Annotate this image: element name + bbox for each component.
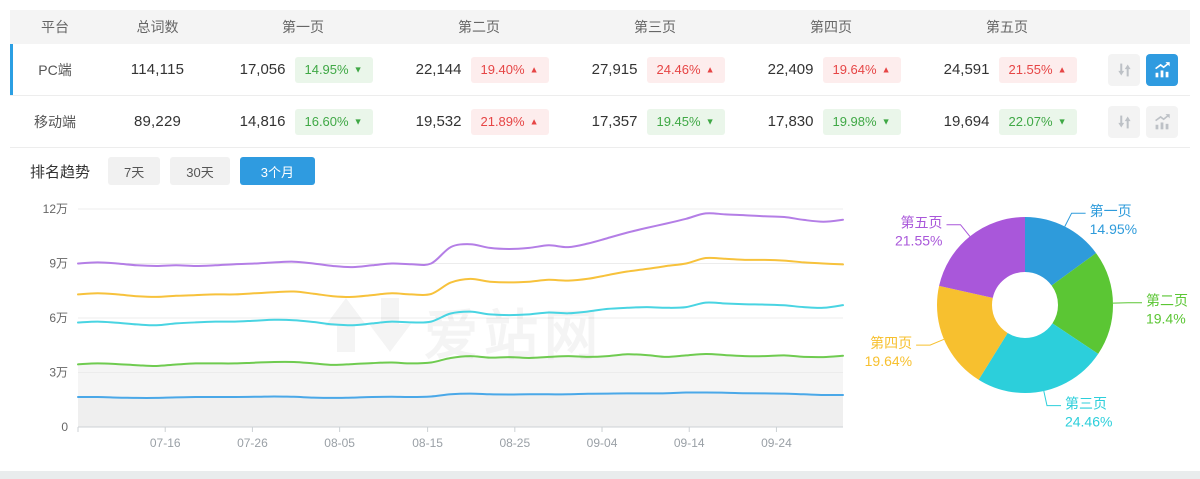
svg-text:07-16: 07-16 (150, 436, 181, 450)
col-header-page-2: 第二页 (458, 19, 500, 35)
sort-button[interactable] (1108, 105, 1140, 138)
page3-count: 17,357 (591, 113, 638, 130)
page1-change-badge: 16.60% ▼ (294, 108, 373, 135)
col-header-page-1: 第一页 (282, 19, 324, 35)
trend-toolbar: 排名趋势 7天 30天 3个月 (0, 148, 1200, 194)
platform-label: PC端 (38, 61, 72, 78)
up-arrow-icon: ▲ (1057, 64, 1067, 75)
page2-count: 19,532 (415, 113, 462, 130)
up-arrow-icon: ▲ (881, 64, 891, 75)
keyword-ranking-panel: 平台 总词数 第一页 第二页 第三页 第四页 第五页 PC端 114,115 1… (0, 10, 1200, 471)
page3-change-badge: 24.46% ▲ (646, 56, 725, 83)
svg-text:12万: 12万 (43, 202, 68, 216)
up-arrow-icon: ▲ (705, 64, 715, 75)
svg-text:24.46%: 24.46% (1065, 414, 1112, 430)
bar-chart-trend-icon (1155, 113, 1170, 129)
svg-text:3万: 3万 (49, 366, 68, 380)
page5-change-badge: 21.55% ▲ (998, 56, 1077, 83)
up-arrow-icon: ▲ (529, 116, 539, 127)
tab-30-days[interactable]: 30天 (170, 157, 230, 185)
down-arrow-icon: ▼ (1057, 116, 1067, 127)
page5-change-badge: 22.07% ▼ (998, 108, 1077, 135)
bar-chart-trend-icon (1155, 61, 1170, 77)
svg-text:08-25: 08-25 (499, 436, 530, 450)
trend-chart-button[interactable] (1146, 53, 1178, 86)
page4-count: 22,409 (767, 61, 814, 78)
svg-text:21.55%: 21.55% (895, 233, 942, 249)
tab-3-months[interactable]: 3个月 (239, 157, 315, 185)
svg-text:第三页: 第三页 (1065, 396, 1107, 412)
page1-change-badge: 14.95% ▼ (294, 56, 373, 83)
table-header-row: 平台 总词数 第一页 第二页 第三页 第四页 第五页 (10, 10, 1190, 44)
page4-count: 17,830 (767, 113, 814, 130)
page2-count: 22,144 (415, 61, 462, 78)
svg-text:09-14: 09-14 (674, 436, 705, 450)
svg-text:08-15: 08-15 (412, 436, 443, 450)
page2-change-badge: 21.89% ▲ (470, 108, 549, 135)
charts-area: 3万 6万 9万 12万 0 07-16 07-26 08-05 08-15 08-25 09-04… (0, 194, 1200, 463)
svg-text:09-24: 09-24 (761, 436, 792, 450)
col-header-platform: 平台 (41, 19, 69, 35)
page1-count: 17,056 (239, 61, 286, 78)
down-arrow-icon: ▼ (353, 116, 363, 127)
page3-count: 27,915 (591, 61, 638, 78)
svg-text:19.64%: 19.64% (865, 353, 912, 369)
page4-change-badge: 19.98% ▼ (822, 108, 901, 135)
svg-text:14.95%: 14.95% (1090, 221, 1137, 237)
svg-text:第五页: 第五页 (900, 215, 942, 231)
col-header-total-words: 总词数 (136, 19, 179, 35)
up-arrow-icon: ▲ (529, 64, 539, 75)
svg-text:19.4%: 19.4% (1146, 311, 1186, 327)
down-arrow-icon: ▼ (705, 116, 715, 127)
table-row-mobile[interactable]: 移动端 89,229 14,816 16.60% ▼ 19,532 21.89% ▲… (10, 96, 1190, 148)
svg-text:6万: 6万 (49, 311, 68, 325)
trend-chart-button[interactable] (1146, 105, 1178, 138)
down-arrow-icon: ▼ (881, 116, 891, 127)
down-arrow-icon: ▼ (353, 64, 363, 75)
sort-button[interactable] (1108, 53, 1140, 86)
svg-text:第四页: 第四页 (870, 335, 912, 351)
page3-change-badge: 19.45% ▼ (646, 108, 725, 135)
page5-count: 19,694 (943, 113, 990, 130)
ranking-table: 平台 总词数 第一页 第二页 第三页 第四页 第五页 PC端 114,115 1… (10, 10, 1190, 148)
total-words-value: 89,229 (133, 113, 182, 130)
svg-text:第二页: 第二页 (1146, 293, 1188, 309)
col-header-page-5: 第五页 (986, 19, 1028, 35)
svg-text:0: 0 (61, 420, 68, 434)
svg-text:07-26: 07-26 (237, 436, 268, 450)
svg-text:09-04: 09-04 (587, 436, 618, 450)
trend-section-title: 排名趋势 (30, 163, 91, 181)
page-background-strip (0, 471, 1200, 479)
page-distribution-donut-chart[interactable]: 第一页 14.95% 第二页 19.4% 第三页 24.46% 第四页 19.64% 第五页 21… (860, 194, 1200, 449)
ranking-trend-line-chart[interactable]: 3万 6万 9万 12万 0 07-16 07-26 08-05 08-15 08-25 09-04… (0, 194, 860, 463)
page1-count: 14,816 (239, 113, 286, 130)
svg-text:第一页: 第一页 (1090, 203, 1132, 219)
svg-text:9万: 9万 (49, 257, 68, 271)
page5-count: 24,591 (943, 61, 990, 78)
page2-change-badge: 19.40% ▲ (470, 56, 549, 83)
up-down-arrows-icon (1118, 63, 1131, 76)
page4-change-badge: 19.64% ▲ (822, 56, 901, 83)
platform-label: 移动端 (34, 113, 76, 130)
col-header-page-4: 第四页 (810, 19, 852, 35)
col-header-page-3: 第三页 (634, 19, 676, 35)
total-words-value: 114,115 (130, 61, 185, 78)
selected-row-indicator (10, 44, 13, 95)
svg-text:08-05: 08-05 (324, 436, 355, 450)
table-row-pc[interactable]: PC端 114,115 17,056 14.95% ▼ 22,144 19.40%… (10, 44, 1190, 96)
up-down-arrows-icon (1118, 115, 1131, 128)
tab-7-days[interactable]: 7天 (108, 157, 161, 185)
